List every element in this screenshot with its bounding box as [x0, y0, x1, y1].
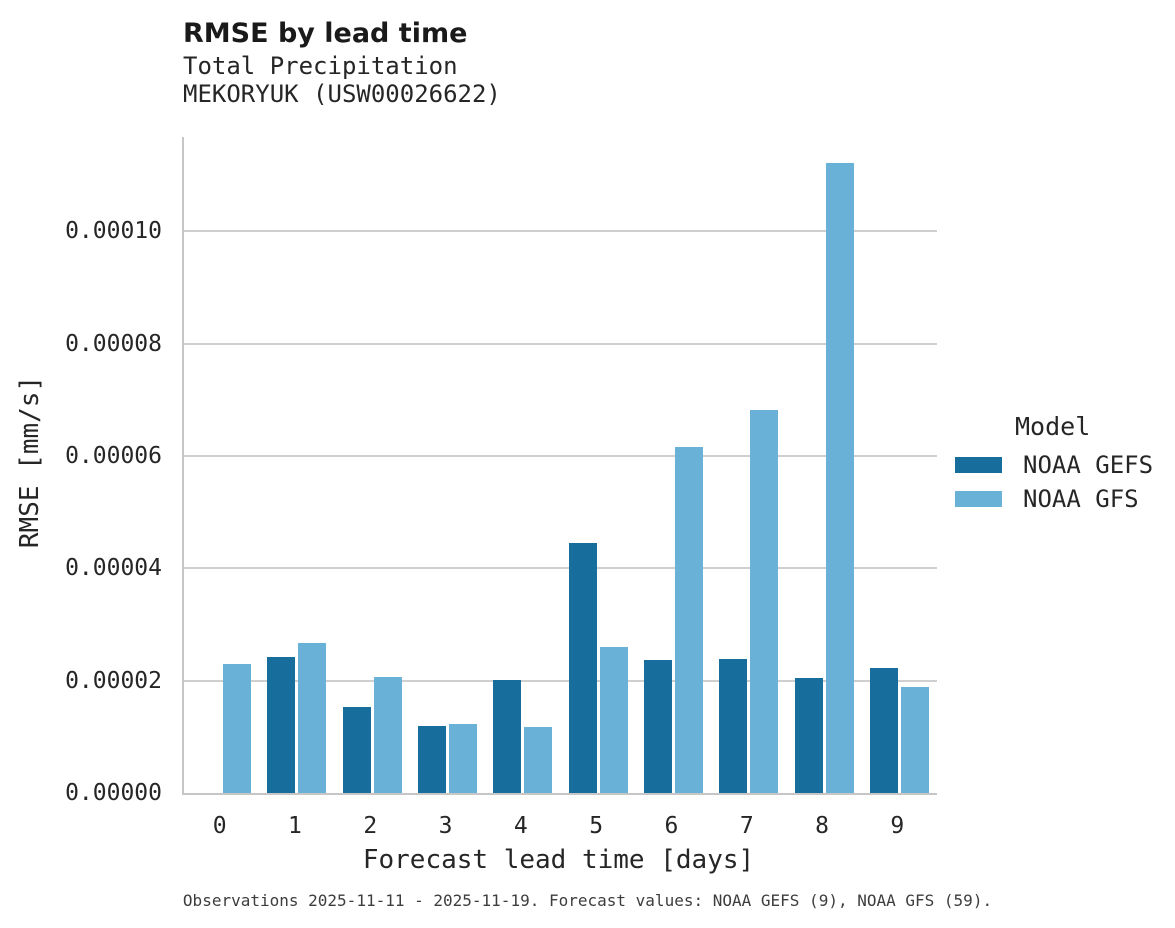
legend-entry: NOAA GFS: [955, 485, 1153, 513]
bar-noaa-gefs-lead-2: [342, 707, 371, 793]
x-tick-label: 3: [438, 813, 453, 839]
bar-noaa-gefs-lead-3: [418, 725, 447, 793]
y-tick-label: 0.00002: [65, 667, 162, 694]
bar-noaa-gfs-lead-8: [825, 162, 854, 793]
bar-noaa-gefs-lead-4: [493, 679, 522, 793]
y-tick-label: 0.00006: [65, 443, 162, 470]
chart-title: RMSE by lead time: [183, 18, 468, 49]
legend-entries: NOAA GEFS NOAA GFS: [955, 451, 1153, 513]
gridline: [184, 679, 937, 682]
legend-title: Model: [1015, 412, 1091, 441]
x-tick-label: 0: [212, 813, 227, 839]
bar-noaa-gefs-lead-1: [267, 657, 296, 793]
legend-label: NOAA GFS: [1023, 485, 1139, 513]
y-tick-label: 0.00000: [65, 780, 162, 806]
x-axis-label: Forecast lead time [days]: [362, 845, 755, 875]
bar-noaa-gfs-lead-5: [599, 646, 628, 793]
x-tick-label: 6: [664, 813, 679, 839]
x-tick-label: 7: [739, 813, 754, 839]
x-axis-tick-labels: 0 1 2 3 4 5 6 7 8 9: [182, 812, 935, 840]
bar-noaa-gfs-lead-3: [449, 724, 478, 793]
bar-noaa-gefs-lead-8: [794, 678, 823, 793]
y-tick-label: 0.00004: [65, 555, 162, 582]
legend-entry: NOAA GEFS: [955, 451, 1153, 479]
gridline: [184, 455, 937, 458]
legend-swatch-icon: [955, 491, 1002, 507]
bar-noaa-gefs-lead-5: [568, 542, 597, 793]
y-tick-label: 0.00010: [65, 218, 162, 245]
x-tick-label: 5: [589, 813, 604, 839]
bar-noaa-gfs-lead-7: [750, 409, 779, 793]
caption: Observations 2025-11-11 - 2025-11-19. Fo…: [182, 891, 993, 910]
bar-noaa-gfs-lead-4: [524, 726, 553, 793]
bar-noaa-gfs-lead-0: [223, 664, 252, 793]
gridline: [184, 567, 937, 570]
bar-noaa-gfs-lead-2: [373, 677, 402, 793]
bar-noaa-gefs-lead-9: [869, 667, 898, 793]
bar-noaa-gefs-lead-7: [719, 659, 748, 793]
legend-label: NOAA GEFS: [1023, 451, 1154, 479]
gridline: [184, 230, 937, 233]
chart-subtitle-variable: Total Precipitation: [183, 52, 458, 80]
bar-noaa-gfs-lead-6: [674, 447, 703, 793]
plot-area: [182, 137, 937, 795]
bar-noaa-gfs-lead-1: [298, 643, 327, 793]
chart-subtitle-station: MEKORYUK (USW00026622): [183, 80, 501, 108]
x-tick-label: 9: [890, 813, 905, 839]
x-tick-label: 1: [288, 813, 302, 839]
bar-noaa-gfs-lead-9: [900, 687, 929, 793]
x-tick-label: 8: [815, 813, 829, 839]
x-tick-label: 4: [513, 813, 528, 839]
bar-noaa-gefs-lead-6: [643, 660, 672, 793]
y-axis-tick-labels: 0.00000 0.00002 0.00004 0.00006 0.00008 0.000…: [52, 137, 162, 806]
legend-swatch-icon: [955, 457, 1002, 473]
gridline: [184, 342, 937, 345]
y-tick-label: 0.00008: [65, 330, 162, 357]
x-tick-label: 2: [363, 813, 378, 839]
legend: Model NOAA GEFS NOAA GFS: [955, 412, 1153, 519]
y-axis-label: RMSE [mm/s]: [15, 375, 45, 549]
